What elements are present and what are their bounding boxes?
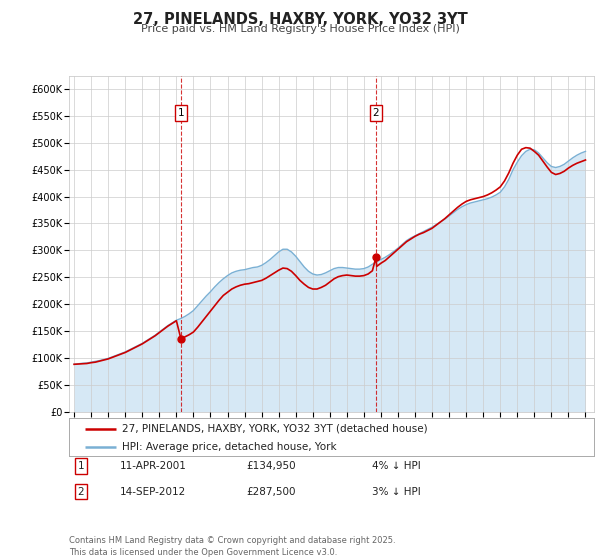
- Text: 27, PINELANDS, HAXBY, YORK, YO32 3YT (detached house): 27, PINELANDS, HAXBY, YORK, YO32 3YT (de…: [121, 424, 427, 434]
- Text: 14-SEP-2012: 14-SEP-2012: [120, 487, 186, 497]
- Text: £134,950: £134,950: [246, 461, 296, 471]
- Text: Price paid vs. HM Land Registry's House Price Index (HPI): Price paid vs. HM Land Registry's House …: [140, 24, 460, 34]
- Text: 11-APR-2001: 11-APR-2001: [120, 461, 187, 471]
- Text: 2: 2: [77, 487, 85, 497]
- Text: 27, PINELANDS, HAXBY, YORK, YO32 3YT: 27, PINELANDS, HAXBY, YORK, YO32 3YT: [133, 12, 467, 27]
- Text: 1: 1: [178, 108, 184, 118]
- Text: 4% ↓ HPI: 4% ↓ HPI: [372, 461, 421, 471]
- Text: 3% ↓ HPI: 3% ↓ HPI: [372, 487, 421, 497]
- Text: £287,500: £287,500: [246, 487, 296, 497]
- Text: Contains HM Land Registry data © Crown copyright and database right 2025.
This d: Contains HM Land Registry data © Crown c…: [69, 536, 395, 557]
- Text: HPI: Average price, detached house, York: HPI: Average price, detached house, York: [121, 442, 336, 452]
- Text: 2: 2: [373, 108, 379, 118]
- Text: 1: 1: [77, 461, 85, 471]
